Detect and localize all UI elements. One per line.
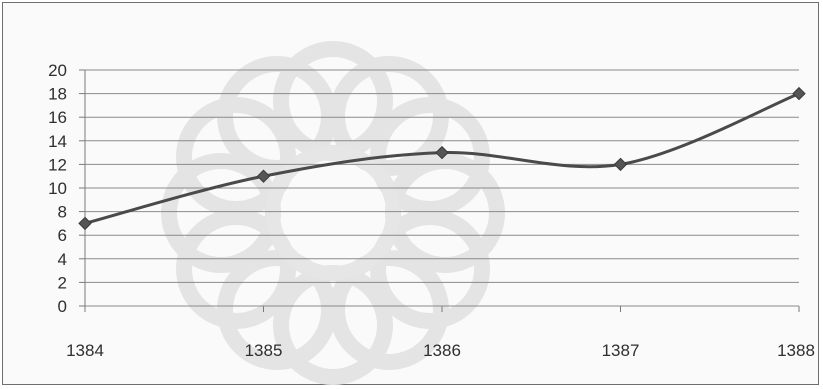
y-tick-label: 4: [58, 250, 67, 269]
y-tick-label: 12: [48, 155, 67, 174]
y-axis-ticks: 0 2 4 6 8 10 12 14 16 18 20: [48, 61, 67, 316]
watermark-core: [266, 146, 400, 280]
y-tick-label: 18: [48, 85, 67, 104]
y-tick-label: 6: [58, 226, 67, 245]
series-layer: [78, 86, 806, 231]
y-tick-label: 14: [48, 132, 67, 151]
x-tick-label: 1384: [66, 341, 104, 360]
x-tick-label: 1388: [777, 341, 815, 360]
line-chart: 0 2 4 6 8 10 12 14 16 18 20 1384 1385 1386 1387 1388: [48, 41, 815, 385]
chart-frame: 0 2 4 6 8 10 12 14 16 18 20 1384 1385 1386 1387 1388: [2, 2, 819, 385]
watermark-petal: [217, 249, 337, 370]
x-tick-label: 1387: [602, 341, 640, 360]
watermark-petal: [176, 97, 297, 217]
x-axis-ticks: 1384 1385 1386 1387 1388: [66, 306, 815, 360]
x-tick-label: 1386: [423, 341, 461, 360]
data-point: [792, 86, 806, 101]
y-tick-label: 0: [58, 297, 67, 316]
y-tick-label: 20: [48, 61, 67, 80]
watermark-logo: [161, 41, 505, 385]
x-tick-label: 1385: [245, 341, 283, 360]
data-point: [78, 216, 92, 231]
y-tick-label: 2: [58, 273, 67, 292]
gridlines: [79, 69, 799, 312]
data-point: [256, 169, 271, 183]
data-point: [613, 157, 628, 172]
watermark-petal: [329, 56, 449, 177]
y-tick-label: 8: [58, 203, 67, 222]
y-tick-label: 16: [48, 108, 67, 127]
y-tick-label: 10: [48, 179, 67, 198]
data-point: [435, 145, 449, 160]
